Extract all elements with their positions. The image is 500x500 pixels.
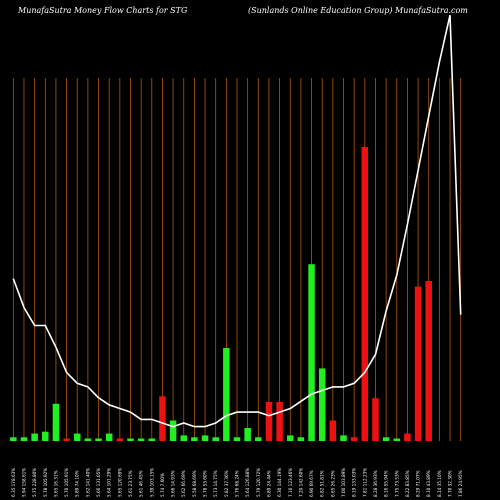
bar xyxy=(329,420,337,441)
x-tick-label: 5.74 7.60% xyxy=(160,473,165,497)
x-tick-label: 8.14 35.10% xyxy=(437,470,442,497)
bar xyxy=(137,438,145,441)
x-tick-label: 5.73 14.75% xyxy=(213,470,218,497)
bar xyxy=(340,435,347,441)
bar xyxy=(255,437,262,441)
bar xyxy=(169,420,177,441)
x-tick-label: 6.30 144.19% xyxy=(277,468,282,497)
x-tick-label: 7.00 103.89% xyxy=(341,468,346,497)
x-tick-label: 5.65 120.69% xyxy=(117,468,122,497)
x-tick-label: 5.39 103.15% xyxy=(149,468,154,497)
bars xyxy=(10,147,432,441)
bar xyxy=(244,427,251,441)
bar xyxy=(393,438,401,441)
x-tick-label: 5.76 68.24% xyxy=(235,470,240,497)
x-tick-label: 7.75 73.53% xyxy=(394,470,399,497)
bar xyxy=(382,437,390,441)
x-tick-label: 8.28 36.93% xyxy=(373,470,378,497)
bar xyxy=(372,398,379,441)
bar xyxy=(276,401,283,441)
x-tick-label: 6.65 26.23% xyxy=(330,470,335,497)
price-line xyxy=(12,15,462,428)
x-tick-label: 5.64 126.88% xyxy=(245,468,250,497)
x-tick-label: 5.62 141.40% xyxy=(85,468,90,497)
x-axis-labels: 6.35 178.63% 5.94 158.61% 5.75 228.80% 5.78… xyxy=(11,468,463,497)
x-tick-label: 6.82 51.81% xyxy=(320,470,325,497)
x-tick-label: 5.65 16.31% xyxy=(53,470,58,497)
bar xyxy=(84,438,92,441)
x-tick-label: 6.35 178.63% xyxy=(11,468,16,497)
x-tick-label: 8.16 55.94% xyxy=(384,470,389,497)
x-tick-label: 7.20 142.60% xyxy=(298,468,303,497)
x-tick-label: 5.78 53.60% xyxy=(203,470,208,497)
bar xyxy=(350,437,358,441)
x-tick-label: 6.89 24.44% xyxy=(266,470,271,497)
x-tick-label: 5.70 105.91% xyxy=(64,468,69,497)
bar xyxy=(212,437,219,441)
x-tick-label: 5.66 14.93% xyxy=(171,470,176,497)
bar xyxy=(201,435,209,441)
bar xyxy=(425,280,432,441)
x-tick-label: 7.86 24.95% xyxy=(458,470,463,497)
bar xyxy=(95,438,102,441)
x-tick-label: 5.61 46.45% xyxy=(139,470,144,497)
x-tick-label: 5.78 105.92% xyxy=(43,468,48,497)
bar xyxy=(318,368,326,441)
x-tick-label: 5.62 66.69% xyxy=(181,470,186,497)
x-tick-label: 5.79 120.72% xyxy=(256,468,261,497)
bar xyxy=(52,403,60,441)
x-tick-label: 6.90 69.67% xyxy=(309,470,314,497)
x-tick-label: 5.75 228.80% xyxy=(32,468,37,497)
bar xyxy=(308,264,315,441)
bar xyxy=(31,433,38,441)
bar xyxy=(116,438,124,441)
bar xyxy=(223,347,230,441)
bar xyxy=(105,433,113,441)
bar xyxy=(148,438,156,441)
x-tick-label: 8.10 43.89% xyxy=(426,470,431,497)
bar xyxy=(265,401,273,441)
x-tick-label: 5.66 131.05% xyxy=(96,468,101,497)
x-tick-label: 5.82 37.36% xyxy=(224,470,229,497)
bar xyxy=(361,147,369,441)
bar xyxy=(297,437,305,441)
grid-lines xyxy=(12,78,462,441)
bar xyxy=(127,438,134,441)
bar xyxy=(73,433,81,441)
bar xyxy=(191,437,198,441)
bar xyxy=(159,396,166,441)
x-tick-label: 5.64 101.29% xyxy=(107,468,112,497)
x-tick-label: 7.81 112.23% xyxy=(362,468,367,497)
x-tick-label: 5.58 68.69% xyxy=(192,470,197,497)
bar xyxy=(42,431,49,441)
x-tick-label: 7.16 123.46% xyxy=(288,468,293,497)
x-tick-label: 7.70 32.30% xyxy=(448,470,453,497)
x-tick-label: 5.89 74.10% xyxy=(75,470,80,497)
x-tick-label: 5.61 23.75% xyxy=(128,470,133,497)
bar xyxy=(20,437,28,441)
x-tick-label: 8.19 133.03% xyxy=(352,468,357,497)
bar xyxy=(287,435,294,441)
x-tick-label: 8.22 83.85% xyxy=(405,470,410,497)
price-line-group xyxy=(12,15,462,428)
x-tick-label: 8.29 71.07% xyxy=(416,470,421,497)
bar xyxy=(180,435,187,441)
chart-title-right: (Sunlands Online Education Group) Munafa… xyxy=(248,6,468,15)
bar xyxy=(414,286,422,441)
bar xyxy=(10,437,17,441)
x-tick-label: 5.94 158.61% xyxy=(21,468,26,497)
bar xyxy=(233,437,241,441)
bar xyxy=(63,438,70,441)
chart-title-left: MunafaSutra Money Flow Charts for STG xyxy=(18,6,188,15)
bar xyxy=(404,433,411,441)
